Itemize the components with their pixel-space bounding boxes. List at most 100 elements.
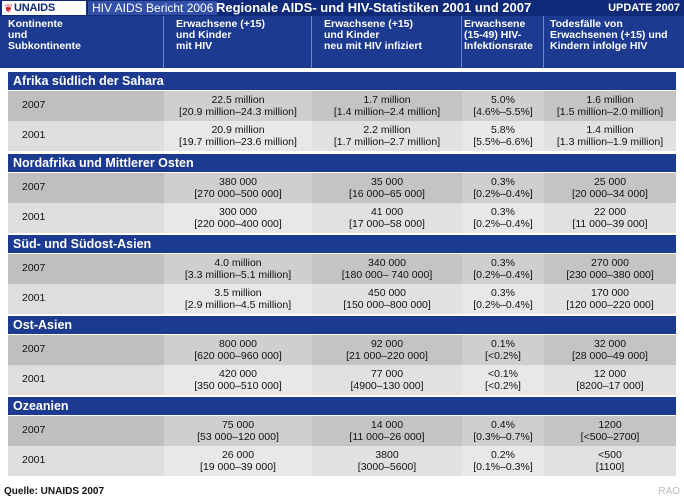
region-heading: Ozeanien [8,397,676,415]
infection-rate-cell: 0.4% [0.3%–0.7%] [462,416,544,446]
living-with-hiv-cell: 75 000 [53 000–120 000] [164,416,312,446]
infection-rate-cell: 0.3% [0.2%–0.4%] [462,284,544,314]
header-continents: Kontinente und Subkontinente [8,16,164,68]
cell-value: 1.7 million [363,94,411,106]
deaths-cell: 270 000 [230 000–380 000] [544,254,676,284]
cell-value: 1200 [598,419,622,431]
header-line: Kindern infolge HIV [550,40,648,52]
table-row: 2001 26 000 [19 000–39 000] 3800 [3000–5600]… [8,446,676,476]
year-cell: 2007 [8,335,164,365]
table-row: 2007 800 000 [620 000–960 000] 92 000 [21 00… [8,335,676,365]
deaths-cell: 12 000 [8200–17 000] [544,365,676,395]
report-name: HIV AIDS Bericht 2006 [88,1,218,15]
cell-value: 41 000 [370,206,404,218]
cell-value: 800 000 [219,338,257,350]
cell-value: 22 000 [593,206,627,218]
cell-value: 5.8% [491,124,515,136]
cell-range: [0.2%–0.4%] [473,188,533,200]
cell-value: 0.1% [491,338,515,350]
cell-range: [19 000–39 000] [200,461,276,473]
header-line: und Kinder [176,29,232,41]
newly-infected-cell: 41 000 [17 000–58 000] [312,203,462,233]
header-line: Erwachsene [464,18,526,30]
deaths-cell: 25 000 [20 000–34 000] [544,173,676,203]
cell-range: [180 000– 740 000] [341,269,433,281]
year-cell: 2001 [8,365,164,395]
cell-range: [0.2%–0.4%] [473,299,533,311]
deaths-cell: 22 000 [11 000–39 000] [544,203,676,233]
table-row: 2001 420 000 [350 000–510 000] 77 000 [4900–… [8,365,676,395]
cell-value: 0.3% [491,287,515,299]
cell-range: [270 000–500 000] [194,188,282,200]
cell-value: 3.5 million [214,287,262,299]
header-line: neu mit HIV infiziert [324,40,423,52]
cell-range: [28 000–49 000] [572,350,648,362]
deaths-cell: 1.6 million [1.5 million–2.0 million] [544,91,676,121]
cell-value: 420 000 [219,368,257,380]
cell-range: [620 000–960 000] [194,350,282,362]
table-row: 2001 20.9 million [19.7 million–23.6 milli… [8,121,676,151]
cell-range: [3000–5600] [357,461,417,473]
table-row: 2001 3.5 million [2.9 million–4.5 million]… [8,284,676,314]
newly-infected-cell: 1.7 million [1.4 million–2.4 million] [312,91,462,121]
infection-rate-cell: 5.0% [4.6%–5.5%] [462,91,544,121]
header-line: Erwachsenen (+15) und [550,29,668,41]
cell-value: 0.3% [491,176,515,188]
header-line: Erwachsene (+15) [176,18,266,30]
cell-value: 20.9 million [211,124,265,136]
logo-text: UNAIDS [14,2,55,14]
cell-range: [220 000–400 000] [194,218,282,230]
year-cell: 2001 [8,121,164,151]
infection-rate-cell: 0.1% [<0.2%] [462,335,544,365]
red-ribbon-icon: ❦ [4,2,14,15]
cell-value: 0.4% [491,419,515,431]
infection-rate-cell: 0.3% [0.2%–0.4%] [462,203,544,233]
cell-range: [<0.2%] [485,350,521,362]
cell-range: [1.5 million–2.0 million] [556,106,664,118]
cell-range: [230 000–380 000] [566,269,654,281]
source-note: Quelle: UNAIDS 2007 [4,486,105,497]
cell-value: 380 000 [219,176,257,188]
cell-value: 450 000 [368,287,406,299]
header-line: Kontinente [8,18,63,30]
cell-value: 5.0% [491,94,515,106]
table-row: 2007 22.5 million [20.9 million–24.3 milli… [8,91,676,121]
cell-range: [1.3 million–1.9 million] [556,136,664,148]
year-cell: 2001 [8,284,164,314]
newly-infected-cell: 14 000 [11 000–26 000] [312,416,462,446]
page-title: Regionale AIDS- und HIV-Statistiken 2001… [216,0,532,15]
header-line: Todesfälle von [550,18,623,30]
year-cell: 2007 [8,254,164,284]
header-line: und Kinder [324,29,380,41]
cell-value: 14 000 [370,419,404,431]
infection-rate-cell: 0.3% [0.2%–0.4%] [462,173,544,203]
cell-value: 77 000 [370,368,404,380]
credit-mark: RAO [658,486,680,497]
header-line: und [8,29,28,41]
year-cell: 2001 [8,203,164,233]
cell-range: [0.3%–0.7%] [473,431,533,443]
infection-rate-cell: 0.2% [0.1%–0.3%] [462,446,544,476]
cell-value: 2.2 million [363,124,411,136]
infection-rate-cell: 0.3% [0.2%–0.4%] [462,254,544,284]
cell-value: 26 000 [221,449,255,461]
header-line: Erwachsene (+15) [324,18,414,30]
header-line: mit HIV [176,40,213,52]
year-cell: 2001 [8,446,164,476]
infection-rate-cell: <0.1% [<0.2%] [462,365,544,395]
cell-range: [4.6%–5.5%] [473,106,533,118]
year-cell: 2007 [8,416,164,446]
cell-range: [4900–130 000] [350,380,424,392]
table-row: 2001 300 000 [220 000–400 000] 41 000 [17 00… [8,203,676,233]
cell-range: [20 000–34 000] [572,188,648,200]
cell-value: 3800 [375,449,399,461]
living-with-hiv-cell: 26 000 [19 000–39 000] [164,446,312,476]
cell-range: [2.9 million–4.5 million] [184,299,292,311]
cell-range: [17 000–58 000] [349,218,425,230]
deaths-cell: 170 000 [120 000–220 000] [544,284,676,314]
cell-value: 300 000 [219,206,257,218]
region-heading: Ost-Asien [8,316,676,334]
cell-range: [150 000–800 000] [343,299,431,311]
header-infection-rate: Erwachsene (15-49) HIV- Infektionsrate [462,16,544,68]
header-line: Subkontinente [8,40,81,52]
